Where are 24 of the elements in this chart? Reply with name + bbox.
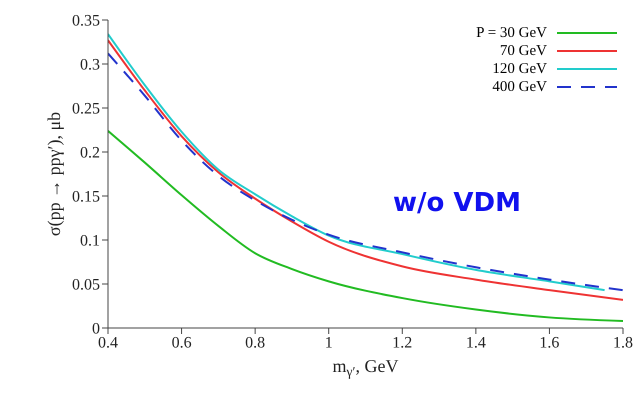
- x-tick-label: 1.2: [392, 334, 412, 352]
- y-tick-label: 0: [92, 320, 100, 338]
- annotation: w/o VDM: [393, 188, 522, 218]
- x-tick-label: 1.6: [539, 334, 560, 352]
- y-tick-label: 0.35: [72, 12, 100, 30]
- y-tick-label: 0.05: [72, 276, 100, 294]
- y-tick-label: 0.15: [72, 188, 100, 206]
- x-tick-label: 1.8: [613, 334, 633, 352]
- legend-label: P = 30 GeV: [476, 24, 547, 42]
- y-tick-label: 0.2: [80, 144, 100, 162]
- y-tick-label: 0.3: [80, 56, 100, 74]
- x-axis-title: m$_{γ′}$, GeV: [332, 356, 398, 380]
- legend-label: 400 GeV: [492, 78, 547, 96]
- x-tick-label: 1.4: [466, 334, 486, 352]
- y-tick-label: 0.25: [72, 100, 100, 118]
- legend-label: 70 GeV: [500, 42, 547, 60]
- y-axis-title: σ(pp → ppγ′), μb: [44, 112, 64, 236]
- x-tick-label: 0.6: [172, 334, 192, 352]
- x-tick-label: 0.4: [98, 334, 118, 352]
- x-tick-label: 0.8: [245, 334, 266, 352]
- y-tick-label: 0.1: [80, 232, 100, 250]
- legend-label: 120 GeV: [492, 60, 547, 78]
- x-tick-label: 1: [324, 334, 333, 352]
- line-series: [108, 130, 623, 322]
